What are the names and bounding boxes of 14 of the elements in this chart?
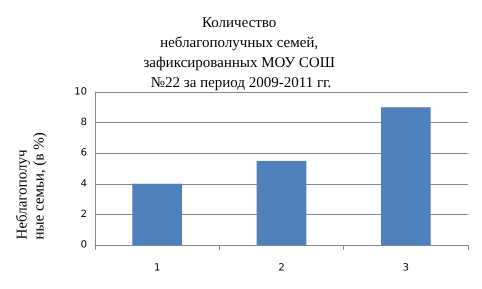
y-tick-label: 0 <box>80 240 87 250</box>
y-axis-title: Неблагополучные семьи, (в %) <box>14 132 48 240</box>
y-tick-label: 6 <box>80 148 87 159</box>
bar <box>380 107 431 245</box>
x-tick-label: 3 <box>402 262 410 274</box>
y-tick-label: 10 <box>74 86 87 98</box>
x-tick-label: 1 <box>154 262 160 274</box>
chart-title: Количество неблагополучных семей, зафиксированных МОУ СОШ №22 за период 2009-2011 гг. <box>143 15 339 91</box>
y-tick-label: 8 <box>80 117 87 128</box>
y-tick-label: 2 <box>80 208 87 220</box>
x-tick-label: 2 <box>278 262 285 274</box>
y-tick-label: 4 <box>80 178 87 190</box>
bar <box>256 160 306 245</box>
bar <box>132 184 182 245</box>
